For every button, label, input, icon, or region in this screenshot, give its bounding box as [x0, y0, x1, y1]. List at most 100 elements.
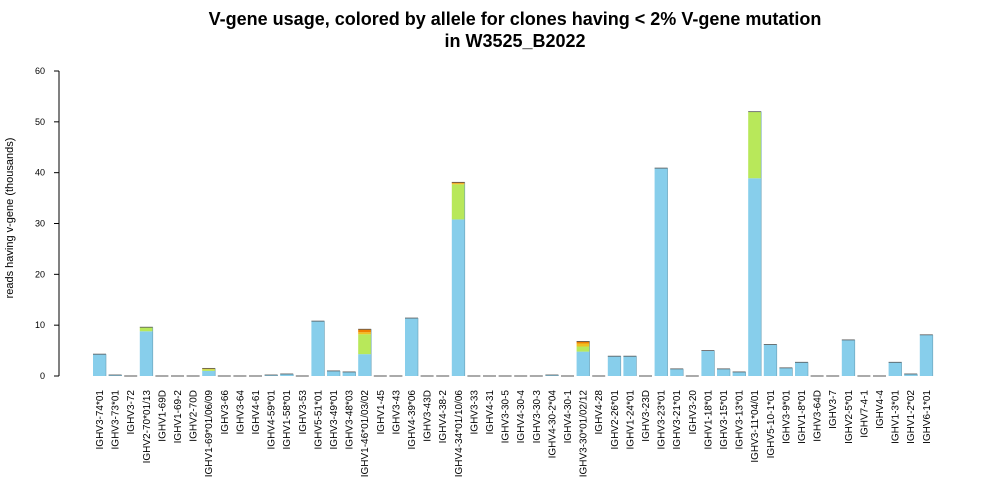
category-label: IGHV4-30-1 [563, 390, 574, 444]
category-label: IGHV3-53 [298, 390, 309, 435]
category-label: IGHV3-9*01 [781, 390, 792, 444]
bar-segment [888, 362, 902, 376]
category-label: IGHV4-34*01/10/06 [454, 390, 465, 478]
bar-segment [919, 334, 933, 376]
category-label: IGHV1-69-2 [173, 390, 184, 444]
category-label: IGHV4-31 [485, 390, 496, 435]
category-label: IGHV3-43D [423, 390, 434, 442]
category-label: IGHV3-30*01/02/12 [579, 390, 590, 478]
bar-segment [451, 184, 465, 220]
category-label: IGHV4-30-4 [516, 390, 527, 444]
category-label: IGHV1-24*01 [625, 390, 636, 450]
bar-segment [311, 321, 325, 376]
category-label: IGHV4-4 [875, 390, 886, 429]
category-label: IGHV4-59*01 [267, 390, 278, 450]
category-label: IGHV3-43 [391, 390, 402, 435]
category-label: IGHV3-33 [469, 390, 480, 435]
y-tick-label: 60 [35, 66, 45, 76]
bar-segment [202, 369, 216, 371]
bars-group [93, 111, 934, 377]
category-label: IGHV3-21*01 [672, 390, 683, 450]
category-label: IGHV3-7 [828, 390, 839, 429]
y-tick-label: 30 [35, 219, 45, 229]
bar-segment [732, 371, 746, 376]
bar-segment [327, 370, 340, 376]
bar-segment [451, 183, 465, 185]
chart-title-line-1: V-gene usage, colored by allele for clon… [209, 9, 822, 29]
bar-segment [576, 351, 590, 376]
category-label: IGHV6-1*01 [922, 390, 933, 444]
category-label: IGHV1-45 [376, 390, 387, 435]
category-label: IGHV5-10-1*01 [766, 390, 777, 459]
category-label: IGHV3-20 [688, 390, 699, 435]
bar-segment [576, 343, 590, 347]
category-label: IGHV3-48*03 [345, 390, 356, 450]
bar-segment [451, 182, 465, 184]
category-label: IGHV3-11*04/01 [750, 390, 761, 463]
bar-segment [358, 332, 372, 335]
bar-segment [670, 368, 684, 376]
category-label: IGHV7-4-1 [859, 390, 870, 438]
category-labels: IGHV3-74*01 IGHV3-73*01 IGHV3-72 IGHV2-70*0… [95, 390, 933, 478]
category-label: IGHV2-70D [189, 390, 200, 442]
bar-segment [748, 111, 762, 179]
bar-segment [795, 362, 808, 376]
bar-segment [405, 318, 418, 376]
category-label: IGHV3-49*01 [329, 390, 340, 450]
bar-segment [607, 356, 621, 376]
category-label: IGHV4-61 [251, 390, 262, 435]
category-label: IGHV4-39*06 [407, 390, 418, 450]
category-label: IGHV1-3*01 [891, 390, 902, 444]
bar-segment [202, 370, 216, 376]
bar-segment [545, 374, 559, 376]
bar-segment [576, 346, 590, 352]
bar-segment [139, 331, 153, 376]
category-label: IGHV3-23D [641, 390, 652, 442]
category-label: IGHV3-23*01 [657, 390, 668, 450]
y-tick-label: 20 [35, 269, 45, 279]
y-tick-label: 40 [35, 168, 45, 178]
chart-title-line-2: in W3525_B2022 [444, 31, 585, 51]
category-label: IGHV4-30-2*04 [547, 390, 558, 459]
category-label: IGHV1-18*01 [703, 390, 714, 450]
bar-segment [701, 350, 715, 376]
category-label: IGHV1-69*01/06/09 [204, 390, 215, 478]
category-label: IGHV4-38-2 [438, 390, 449, 444]
category-label: IGHV2-70*01/13 [142, 390, 153, 464]
category-label: IGHV4-28 [594, 390, 605, 435]
bar-segment [717, 368, 730, 376]
bar-segment [763, 344, 777, 376]
bar-segment [841, 339, 855, 376]
category-label: IGHV3-15*01 [719, 390, 730, 450]
bar-segment [451, 219, 465, 376]
y-axis: 0 10 20 30 40 50 60 [35, 66, 60, 381]
category-label: IGHV3-64 [235, 390, 246, 435]
y-axis-title: reads having v-gene (thousands) [4, 138, 16, 299]
bar-segment [264, 374, 278, 376]
bar-segment [623, 356, 637, 376]
bar-segment [904, 373, 918, 376]
bar-segment [93, 354, 106, 376]
y-tick-label: 0 [40, 371, 45, 381]
bar-segment [779, 367, 793, 376]
bar-segment [139, 327, 153, 332]
bar-segment [358, 329, 372, 333]
category-label: IGHV3-30-5 [501, 390, 512, 444]
category-label: IGHV2-5*01 [844, 390, 855, 444]
category-label: IGHV1-8*01 [797, 390, 808, 444]
bar-segment [358, 354, 372, 376]
bar-segment [202, 368, 216, 370]
bar-segment [342, 371, 356, 376]
category-label: IGHV2-26*01 [610, 390, 621, 450]
y-tick-label: 10 [35, 320, 45, 330]
category-label: IGHV3-13*01 [735, 390, 746, 450]
bar-segment [108, 374, 122, 376]
y-tick-label: 50 [35, 117, 45, 127]
bar-segment [358, 334, 372, 355]
category-label: IGHV3-30-3 [532, 390, 543, 444]
category-label: IGHV1-46*01/03/02 [360, 390, 371, 478]
category-label: IGHV3-72 [126, 390, 137, 435]
category-label: IGHV1-58*01 [282, 390, 293, 450]
category-label: IGHV1-69D [157, 390, 168, 442]
